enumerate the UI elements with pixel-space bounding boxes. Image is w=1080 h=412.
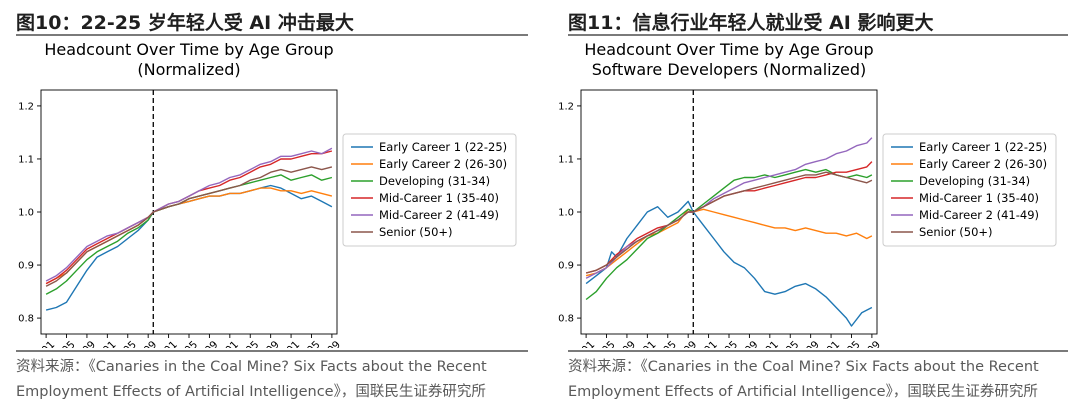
legend-label: Early Career 1 (22-25) <box>919 140 1047 154</box>
figure-10-source-line-1: 资料来源：《Canaries in the Coal Mine? Six Fac… <box>16 359 487 375</box>
legend: Early Career 1 (22-25) Early Career 2 (26… <box>882 133 1057 247</box>
y-tick-label: 0.9 <box>18 261 34 272</box>
series-line-0 <box>585 200 873 327</box>
y-tick-label: 1.1 <box>558 154 574 165</box>
series-line-5 <box>585 171 873 274</box>
figure-10-title: 图10：22-25 岁年轻人受 AI 冲击最大 <box>16 12 354 34</box>
y-tick-label: 1.2 <box>558 101 574 112</box>
x-tick-label: 2021-01 <box>558 339 598 348</box>
legend: Early Career 1 (22-25) Early Career 2 (26… <box>342 133 517 247</box>
legend-box <box>342 133 517 247</box>
chart-title: Headcount Over Time by Age Group <box>44 40 333 59</box>
figure-10-bottom-rule <box>16 350 528 352</box>
legend-label: Early Career 2 (26-30) <box>379 157 507 171</box>
chart-subtitle: (Normalized) <box>137 60 240 79</box>
y-tick-label: 1.0 <box>18 208 34 219</box>
x-tick-label: 2021-01 <box>18 339 58 348</box>
figure-10-source-line-2: Employment Effects of Artificial Intelli… <box>16 384 486 400</box>
y-tick-label: 1.1 <box>18 154 34 165</box>
legend-label: Senior (50+) <box>379 225 453 239</box>
legend-label: Mid-Career 2 (41-49) <box>919 208 1039 222</box>
figure-11-top-rule <box>568 34 1068 36</box>
plot-frame <box>580 89 878 335</box>
legend-label: Developing (31-34) <box>379 174 490 188</box>
plot-frame <box>40 89 338 335</box>
series-line-1 <box>45 187 333 285</box>
chart-11-svg: Headcount Over Time by Age GroupSoftware… <box>558 40 1057 378</box>
legend-label: Early Career 2 (26-30) <box>919 157 1047 171</box>
y-tick-label: 0.8 <box>18 314 34 325</box>
y-tick-label: 1.0 <box>558 208 574 219</box>
figure-11-bottom-rule <box>568 350 1068 352</box>
legend-label: Mid-Career 1 (35-40) <box>919 191 1039 205</box>
chart-11: Headcount Over Time by Age Group Software… <box>540 38 1076 378</box>
y-tick-label: 0.8 <box>558 314 574 325</box>
legend-label: Early Career 1 (22-25) <box>379 140 507 154</box>
series-line-2 <box>585 168 873 301</box>
series-line-5 <box>45 166 333 287</box>
figure-10-top-rule <box>16 34 528 36</box>
figure-11-source-line-2: Employment Effects of Artificial Intelli… <box>568 384 1038 400</box>
legend-label: Mid-Career 1 (35-40) <box>379 191 499 205</box>
y-tick-label: 1.2 <box>18 101 34 112</box>
figure-11-title: 图11：信息行业年轻人就业受 AI 影响更大 <box>568 12 934 34</box>
chart-10-svg: Headcount Over Time by Age Group(Normali… <box>18 40 517 378</box>
series-line-3 <box>45 150 333 285</box>
series-line-1 <box>585 208 873 277</box>
y-tick-label: 0.9 <box>558 261 574 272</box>
chart-subtitle: Software Developers (Normalized) <box>592 60 867 79</box>
legend-label: Senior (50+) <box>919 225 993 239</box>
figure-11-source-line-1: 资料来源：《Canaries in the Coal Mine? Six Fac… <box>568 359 1039 375</box>
legend-label: Developing (31-34) <box>919 174 1030 188</box>
chart-10: Headcount Over Time by Age Group (Normali… <box>0 38 536 378</box>
legend-box <box>882 133 1057 247</box>
legend-label: Mid-Career 2 (41-49) <box>379 208 499 222</box>
chart-title: Headcount Over Time by Age Group <box>584 40 873 59</box>
series-line-4 <box>45 147 333 282</box>
